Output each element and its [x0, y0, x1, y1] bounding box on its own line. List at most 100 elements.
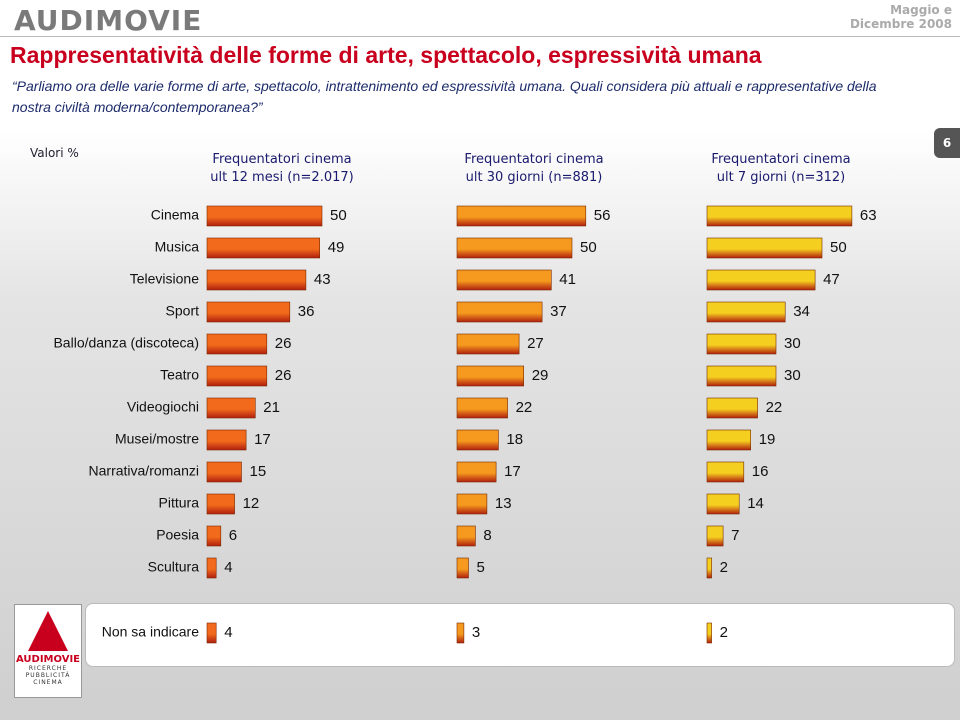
- value-label: 50: [830, 239, 847, 256]
- category-label: Scultura: [148, 559, 200, 575]
- value-label: 17: [504, 463, 521, 480]
- value-label: 41: [559, 271, 576, 288]
- bar: [206, 301, 291, 323]
- value-label: 8: [483, 527, 491, 544]
- subtitle: “Parliamo ora delle varie forme di arte,…: [12, 78, 877, 115]
- bar: [456, 461, 497, 483]
- category-label: Poesia: [156, 527, 199, 543]
- value-label: 29: [532, 367, 549, 384]
- series-title: Frequentatori cinema ult 12 mesi (n=2.017…: [210, 152, 353, 185]
- bar: [706, 301, 786, 323]
- value-label: 36: [298, 303, 315, 320]
- bar: [706, 429, 752, 451]
- category-label: Pittura: [159, 495, 200, 511]
- category-label: Teatro: [160, 367, 199, 383]
- bar: [456, 205, 587, 227]
- bar: [456, 269, 552, 291]
- value-label: 30: [784, 367, 801, 384]
- value-label: 26: [275, 367, 292, 384]
- value-label: 50: [330, 207, 347, 224]
- bar: [706, 622, 712, 644]
- bar: [706, 557, 712, 579]
- bar: [456, 622, 465, 644]
- title: Rappresentatività delle forme di arte, s…: [10, 42, 762, 68]
- value-label: 27: [527, 335, 544, 352]
- bar: [206, 622, 217, 644]
- value-label: 13: [495, 495, 512, 512]
- bar: [206, 205, 323, 227]
- bar: [706, 461, 745, 483]
- series-title: Frequentatori cinema ult 30 giorni (n=881…: [464, 152, 603, 185]
- header-bar: [0, 0, 960, 37]
- footer-logo: AUDIMOVIE RICERCHE PUBBLICITÀ CINEMA: [14, 604, 82, 698]
- bar: [206, 429, 247, 451]
- value-label: 12: [243, 495, 260, 512]
- bar: [706, 269, 816, 291]
- category-label: Ballo/danza (discoteca): [53, 335, 199, 351]
- no-answer-box: [85, 603, 955, 667]
- brand: AUDIMOVIE: [14, 4, 203, 37]
- bar: [456, 237, 573, 259]
- period: Maggio e Dicembre 2008: [849, 3, 952, 31]
- value-label: 26: [275, 335, 292, 352]
- category-label: Televisione: [130, 271, 199, 287]
- bar: [206, 493, 235, 515]
- bar: [456, 525, 476, 547]
- value-label: 30: [784, 335, 801, 352]
- category-label: Sport: [166, 303, 200, 319]
- value-label: 22: [766, 399, 783, 416]
- value-label: 17: [254, 431, 271, 448]
- note: Valori %: [30, 146, 79, 160]
- bar: [456, 333, 520, 355]
- bar: [456, 397, 508, 419]
- category-label: Videogiochi: [127, 399, 199, 415]
- bar: [706, 365, 777, 387]
- bar: [456, 429, 499, 451]
- value-label: 50: [580, 239, 597, 256]
- value-label: 3: [472, 624, 480, 641]
- bar: [456, 301, 543, 323]
- value-label: 5: [477, 559, 485, 576]
- bar: [456, 493, 488, 515]
- bar: [706, 397, 758, 419]
- bar: [206, 269, 307, 291]
- value-label: 22: [516, 399, 533, 416]
- value-label: 15: [250, 463, 267, 480]
- value-label: 63: [860, 207, 877, 224]
- value-label: 2: [720, 624, 728, 641]
- category-label: Musica: [155, 239, 200, 255]
- value-label: 14: [747, 495, 764, 512]
- value-label: 43: [314, 271, 331, 288]
- bar: [206, 461, 242, 483]
- value-label: 6: [229, 527, 237, 544]
- category-label: Musei/mostre: [115, 431, 199, 447]
- value-label: 49: [328, 239, 345, 256]
- value-label: 7: [731, 527, 739, 544]
- value-label: 4: [224, 624, 232, 641]
- bar: [206, 333, 268, 355]
- bar: [206, 365, 268, 387]
- bar: [206, 525, 222, 547]
- category-label: Cinema: [151, 207, 199, 223]
- bar: [206, 557, 217, 579]
- bar: [706, 333, 777, 355]
- value-label: 19: [759, 431, 776, 448]
- value-label: 16: [752, 463, 769, 480]
- value-label: 21: [263, 399, 280, 416]
- value-label: 2: [720, 559, 728, 576]
- category-label: Non sa indicare: [102, 624, 199, 640]
- bar: [206, 237, 320, 259]
- bar: [206, 397, 256, 419]
- bar: [706, 237, 823, 259]
- series-title: Frequentatori cinema ult 7 giorni (n=312): [711, 152, 850, 185]
- bar: [706, 205, 853, 227]
- value-label: 56: [594, 207, 611, 224]
- page-number: 6: [934, 128, 960, 158]
- value-label: 47: [823, 271, 840, 288]
- bar: [706, 525, 724, 547]
- value-label: 34: [793, 303, 810, 320]
- value-label: 4: [224, 559, 232, 576]
- bar: [456, 365, 524, 387]
